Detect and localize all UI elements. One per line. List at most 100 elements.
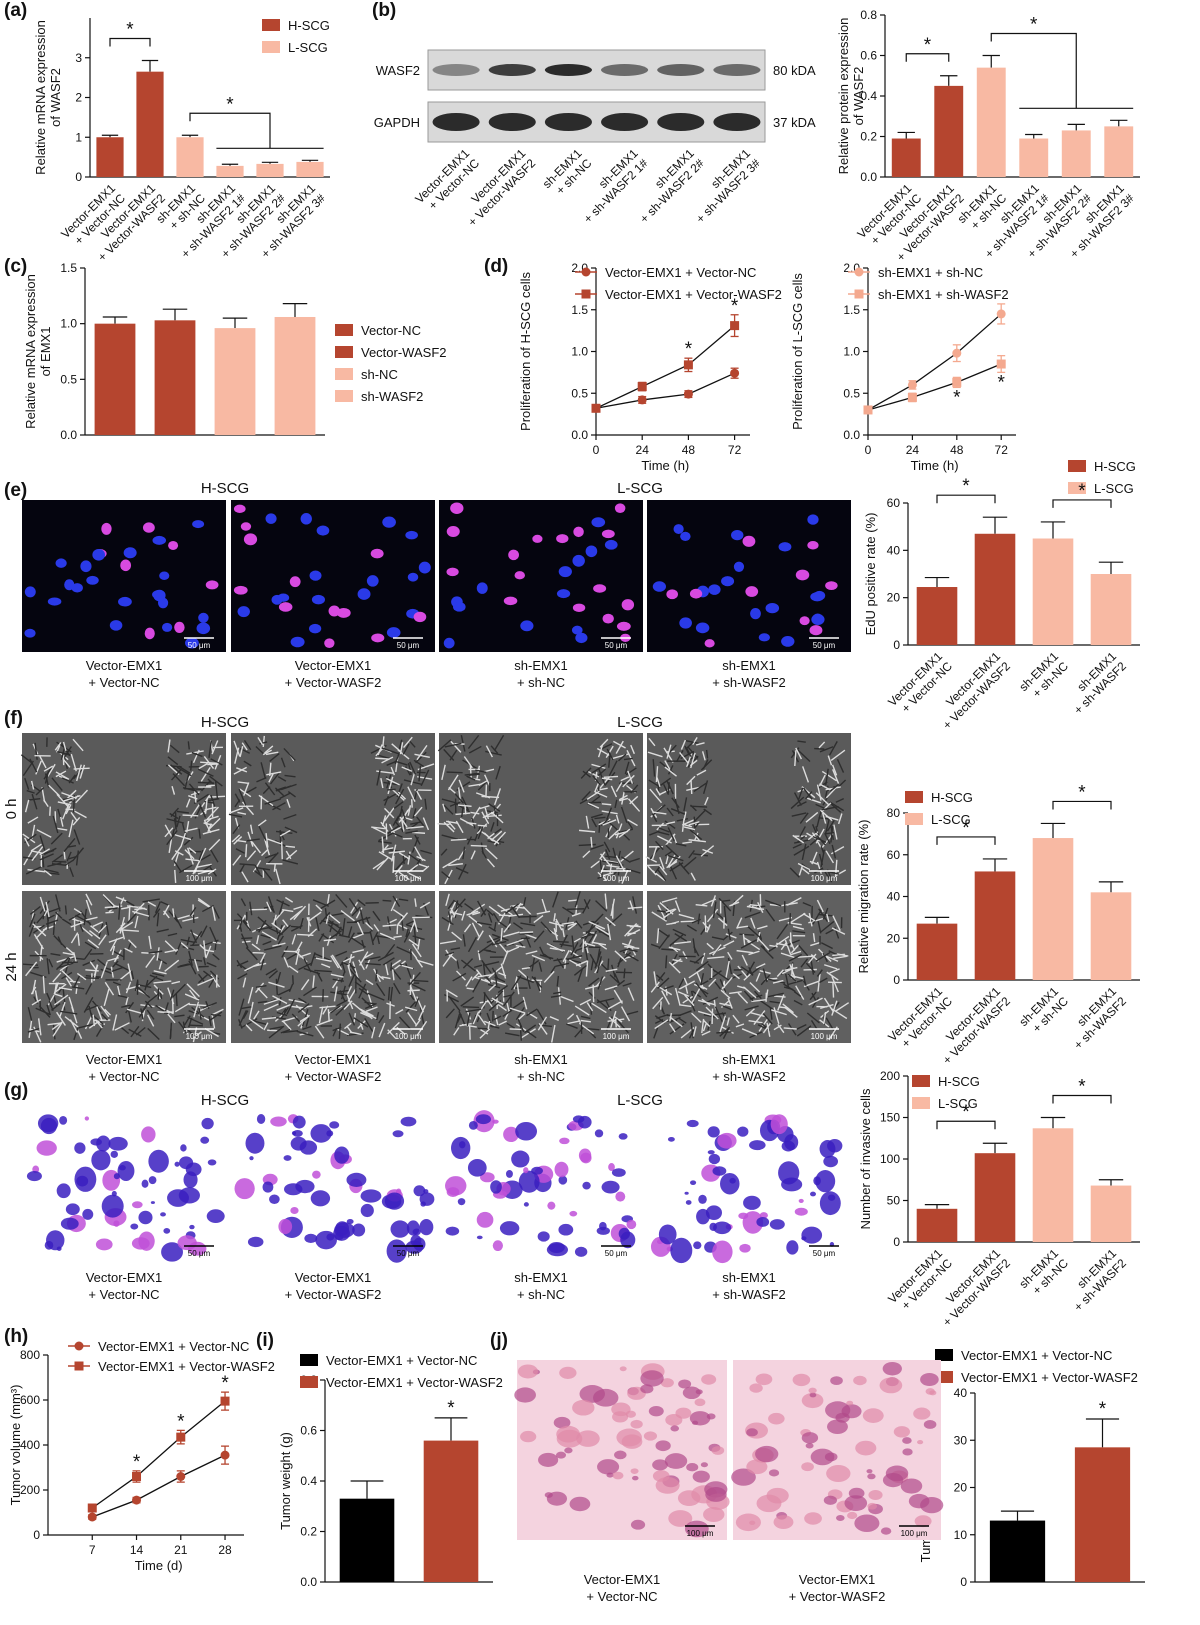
cell	[327, 924, 343, 937]
tissue	[606, 1472, 614, 1478]
tissue	[893, 1426, 911, 1438]
cell	[476, 1012, 482, 1023]
cell	[745, 1008, 755, 1017]
nucleus	[382, 516, 396, 528]
cell	[506, 946, 520, 953]
cell	[346, 1172, 367, 1187]
cell	[263, 1003, 279, 1012]
bar	[976, 67, 1006, 177]
cell	[359, 909, 365, 925]
tissue	[556, 1451, 566, 1459]
cell	[720, 1172, 740, 1195]
cell	[398, 871, 410, 881]
cell	[377, 754, 392, 760]
cell	[572, 1115, 585, 1123]
cell	[171, 785, 176, 795]
cell	[234, 799, 241, 808]
cell	[719, 899, 731, 903]
cell	[485, 750, 502, 756]
cell	[794, 1207, 808, 1216]
cell	[747, 940, 761, 951]
cell	[749, 899, 753, 912]
cell	[449, 800, 463, 807]
cell	[262, 786, 271, 795]
tissue	[735, 1513, 761, 1532]
cell	[76, 972, 87, 981]
cell	[61, 970, 75, 984]
cell	[183, 1015, 191, 1026]
cell	[340, 910, 355, 922]
cell	[233, 740, 241, 757]
cell	[138, 1210, 153, 1225]
cell	[470, 811, 480, 815]
cell	[259, 741, 268, 745]
nucleus	[812, 613, 824, 624]
cell	[549, 1016, 559, 1022]
cell	[46, 992, 51, 1001]
data-point	[683, 389, 693, 399]
cell	[46, 958, 50, 975]
cell	[378, 840, 392, 844]
y-axis-label: Proliferation of L-SCG cells	[790, 273, 805, 430]
cell	[681, 818, 685, 832]
cell	[486, 1012, 494, 1028]
cell	[236, 960, 249, 967]
cell	[170, 807, 180, 818]
cell	[784, 1006, 798, 1018]
cell	[407, 989, 420, 992]
cell	[678, 980, 695, 990]
cell	[286, 998, 296, 1015]
cell	[393, 935, 402, 939]
cell	[701, 1018, 705, 1034]
cell	[605, 745, 614, 758]
cell	[716, 912, 728, 923]
cell	[789, 932, 792, 948]
cell	[293, 905, 303, 910]
cell	[376, 973, 385, 980]
cell	[590, 958, 595, 971]
cell	[43, 766, 53, 780]
cell	[376, 770, 394, 774]
cell	[441, 798, 457, 804]
cell	[488, 1024, 500, 1029]
cell	[490, 830, 503, 841]
micrograph: 50 μm	[231, 1110, 435, 1263]
cell	[255, 745, 264, 755]
cell	[820, 920, 835, 933]
image-caption: Vector-EMX1	[799, 1572, 876, 1587]
cell	[703, 1019, 711, 1027]
cell	[461, 796, 470, 811]
y-axis-label: Relative mRNA expression	[33, 20, 48, 175]
cell	[742, 933, 746, 946]
scale-label: 100 μm	[811, 874, 838, 883]
cell	[440, 848, 448, 856]
cell	[82, 959, 96, 967]
cell	[458, 779, 465, 793]
cell	[77, 933, 80, 946]
cell	[120, 925, 126, 940]
cell	[441, 916, 454, 926]
cell	[620, 1006, 631, 1022]
cell	[56, 827, 68, 831]
nucleus	[731, 529, 744, 541]
cell	[504, 1032, 520, 1037]
cell	[267, 926, 283, 936]
cell	[61, 961, 78, 964]
cell	[465, 1008, 472, 1020]
cell	[275, 830, 293, 835]
cell	[197, 897, 212, 909]
cell	[819, 746, 834, 753]
cell	[393, 857, 408, 872]
cell	[243, 782, 250, 796]
cell	[188, 1017, 193, 1028]
cell	[619, 947, 631, 953]
cell	[623, 968, 626, 979]
image-caption: Vector-EMX1	[295, 1052, 372, 1067]
cell	[578, 1148, 592, 1163]
nucleus	[781, 636, 795, 647]
cell	[198, 974, 209, 984]
tissue	[768, 1412, 785, 1425]
nucleus	[198, 612, 209, 623]
cell	[25, 866, 42, 875]
scale-label: 50 μm	[605, 641, 628, 650]
